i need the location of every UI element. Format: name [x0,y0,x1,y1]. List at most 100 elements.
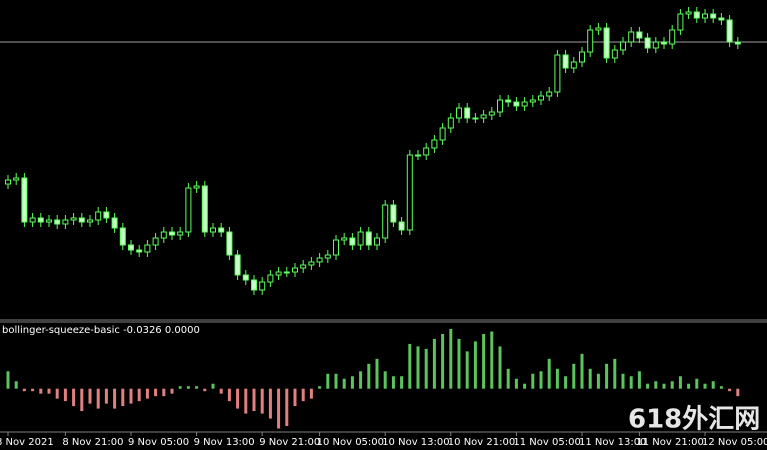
candle-body [5,179,11,185]
indicator-bar [588,368,592,389]
candle-body [447,117,454,129]
candle-body [242,274,249,281]
indicator-bar [646,383,650,389]
indicator-bar [244,388,248,414]
candle-body [734,41,741,45]
indicator-bar [621,373,625,389]
indicator-bar [334,373,338,389]
indicator-bar [195,386,199,389]
candle-body [316,257,323,263]
indicator-bar [629,376,633,389]
indicator-bar [654,381,658,389]
candle-body [505,99,512,103]
indicator-bar [178,386,182,389]
candle-body [13,177,20,181]
indicator-bar [367,363,371,389]
indicator-bar [408,343,412,389]
candle-body [382,204,389,239]
x-tick-label: 11 Nov 13:00 [579,437,646,448]
candle-body [78,217,85,223]
candle-body [685,11,692,15]
indicator-bar [350,376,354,389]
candle-body [259,281,266,291]
candle-body [669,29,676,45]
indicator-bar [260,388,264,414]
candle-body [521,101,528,107]
indicator-bar [301,388,305,402]
indicator-bar [678,376,682,389]
candle-body [128,244,134,251]
candle-body [488,111,495,116]
indicator-bar [219,388,223,394]
indicator-bar [31,388,35,392]
indicator-bar [670,381,674,389]
candle-body [234,254,241,276]
indicator-bar [342,378,346,389]
x-tick-label: 9 Nov 05:00 [128,437,189,448]
x-tick-label: 8 Nov 21:00 [62,437,123,448]
candle-body [251,279,257,291]
candle-body [529,99,536,103]
indicator-bar [400,376,404,389]
candle-body [349,237,356,246]
candle-body [333,239,339,256]
indicator-bar [482,333,486,389]
indicator-bar [154,388,158,397]
candle-body [365,231,372,246]
candle-body [29,217,36,223]
candle-body [300,264,307,269]
candle-body [226,231,233,256]
candle-body [144,244,151,253]
indicator-bar [137,388,141,402]
candle-body [103,211,110,219]
candle-body [628,31,635,43]
x-tick-label: 12 Nov 05:00 [702,437,767,448]
indicator-bar [359,371,363,389]
candle-body [324,254,331,259]
indicator-bar [703,383,707,389]
indicator-bar [539,371,543,389]
candle-body [21,177,28,223]
candle-body [357,231,364,246]
indicator-bar [490,331,494,389]
candle-body [497,99,503,113]
indicator-bar [47,388,51,394]
candle-body [439,127,446,141]
candle-body [46,219,52,223]
indicator-bar [441,333,445,389]
indicator-bar [309,388,313,399]
candle-body [292,267,298,273]
indicator-bar [186,386,190,389]
candle-body [119,227,126,246]
indicator-bar [531,373,535,389]
candle-body [636,31,643,39]
indicator-bar [285,388,289,427]
indicator-bar [391,376,395,389]
candle-body [341,237,348,241]
indicator-bar [473,341,477,389]
x-tick-label: 11 Nov 21:00 [636,437,703,448]
candle-body [464,107,471,119]
candle-body [136,249,143,253]
indicator-bar [63,388,67,402]
x-tick-label: 9 Nov 21:00 [259,437,320,448]
indicator-bar [613,358,617,389]
candle-body [95,211,102,221]
candle-body [570,61,577,69]
indicator-bar [728,388,732,392]
candle-body [587,29,594,53]
candle-body [538,95,544,101]
indicator-bar [523,383,527,389]
indicator-bar [113,388,117,409]
indicator-bar [326,373,330,389]
candle-body [677,13,684,31]
candle-body [62,219,69,225]
candle-body [456,107,462,119]
indicator-bar [514,378,518,389]
candle-body [267,274,274,283]
candle-body [37,217,44,223]
candle-body [111,217,118,229]
indicator-bar [416,346,420,389]
candle-body [620,41,626,51]
